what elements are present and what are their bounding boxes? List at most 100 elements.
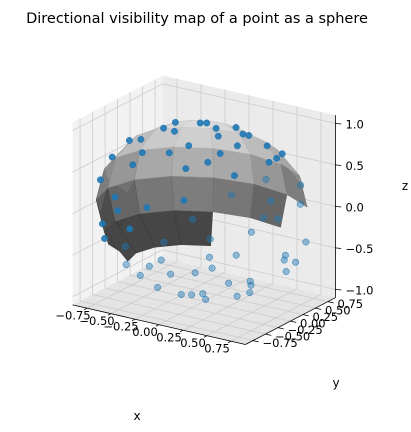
grid-line-x — [206, 106, 298, 337]
x-tick-mark — [179, 329, 184, 333]
scatter-point — [233, 142, 241, 150]
x-tick-mark — [227, 340, 232, 344]
x-tick-mark — [107, 313, 112, 316]
scatter-point — [202, 296, 210, 303]
z-tick-mark — [335, 247, 342, 249]
scatter-point — [121, 243, 129, 250]
y-tick-label: 0.25 — [313, 310, 339, 324]
y-tick-label: −0.75 — [263, 336, 298, 350]
x-tick-label: −0.75 — [55, 309, 90, 323]
scatter-point — [96, 176, 104, 184]
z-tick-mark — [335, 289, 342, 291]
scatter-point — [216, 150, 224, 157]
scatter-point — [143, 204, 151, 212]
scatter-point — [296, 200, 304, 208]
scatter-point — [188, 291, 196, 299]
y-tick-mark — [277, 327, 284, 330]
scatter-point — [246, 289, 254, 297]
y-tick-mark — [327, 301, 334, 304]
x-tick-label: 0.25 — [156, 331, 182, 345]
scatter-point — [129, 161, 137, 169]
scatter-point — [167, 270, 175, 278]
scatter-point — [165, 149, 173, 157]
grid-line-y — [92, 111, 266, 335]
scatter-point — [204, 158, 212, 166]
x-tick-mark — [131, 318, 136, 322]
y-tick-label: 0.75 — [338, 297, 364, 311]
scatter-point — [138, 149, 146, 157]
scatter-point — [239, 130, 247, 138]
y-tick-mark — [290, 320, 297, 323]
scatter-point — [180, 197, 188, 204]
scatter-point — [206, 253, 213, 261]
y-axis-label: y — [332, 376, 339, 390]
x-tick-label: 0.75 — [204, 342, 230, 356]
z-tick-label: 0.0 — [346, 201, 364, 215]
scatter-point — [154, 283, 162, 291]
scatter-point — [297, 181, 305, 189]
x-tick-label: 0.00 — [132, 325, 158, 339]
scatter-point — [292, 258, 300, 266]
z-tick-mark — [335, 206, 342, 208]
x-tick-label: −0.25 — [103, 320, 138, 334]
scatter-point — [114, 207, 122, 215]
scatter-point — [245, 132, 253, 139]
scatter-point — [208, 264, 216, 272]
grid-line-z — [72, 83, 336, 131]
scatter-point — [280, 256, 288, 264]
scatter-point — [177, 291, 185, 298]
scatter-point — [111, 193, 119, 201]
y-tick-label: −0.25 — [288, 323, 323, 337]
z-tick-mark — [335, 123, 342, 125]
scatter-point — [125, 137, 133, 144]
x-tick-mark — [203, 335, 208, 338]
scatter-point — [246, 277, 254, 285]
scatter-point — [137, 135, 145, 143]
scatter-point — [199, 290, 207, 298]
y-tick-mark — [302, 314, 309, 317]
z-tick-mark — [335, 164, 342, 166]
x-tick-mark — [83, 307, 88, 311]
x-tick-mark — [155, 324, 160, 327]
y-tick-label: −0.50 — [275, 329, 310, 343]
scatter-point — [101, 235, 109, 242]
scatter-point — [278, 150, 286, 158]
scatter-point — [212, 124, 220, 132]
scatter-point — [122, 261, 130, 269]
scatter-point — [182, 165, 190, 173]
scatter-point — [225, 279, 233, 287]
scatter-point — [206, 235, 214, 243]
scatter-point — [259, 214, 267, 222]
grid-line-y — [104, 105, 278, 328]
grid-line-z — [72, 249, 336, 297]
scatter-point — [302, 238, 310, 246]
scatter-point — [196, 119, 204, 127]
scatter-point — [189, 216, 197, 223]
scatter-point — [171, 118, 179, 126]
tick-labels: −0.75−0.50−0.250.000.250.500.75 −0.75−0.5… — [55, 118, 373, 356]
grid-line-y — [79, 118, 253, 341]
scatter-point — [228, 191, 236, 199]
scatter-point — [160, 124, 168, 132]
chart-title: Directional visibility map of a point as… — [26, 11, 368, 27]
scatter-point — [233, 292, 241, 300]
x-tick-label: −0.50 — [79, 314, 114, 328]
scatter-point — [171, 127, 178, 135]
grid-line-x — [230, 111, 322, 342]
scatter-point — [282, 268, 290, 275]
scatter-point — [214, 132, 222, 140]
scatter-point — [191, 269, 199, 277]
scatter-points — [96, 118, 310, 303]
scatter-point — [263, 142, 271, 150]
y-tick-mark — [265, 333, 272, 336]
y-tick-label: 0.00 — [300, 316, 326, 330]
y-tick-mark — [252, 340, 259, 343]
x-tick-label: 0.50 — [180, 336, 206, 350]
scatter-point — [203, 119, 211, 127]
scatter-point — [126, 225, 134, 233]
sphere-face — [134, 175, 175, 215]
scatter-point — [267, 197, 275, 205]
scatter-point — [247, 228, 255, 236]
scatter-point — [273, 154, 281, 162]
